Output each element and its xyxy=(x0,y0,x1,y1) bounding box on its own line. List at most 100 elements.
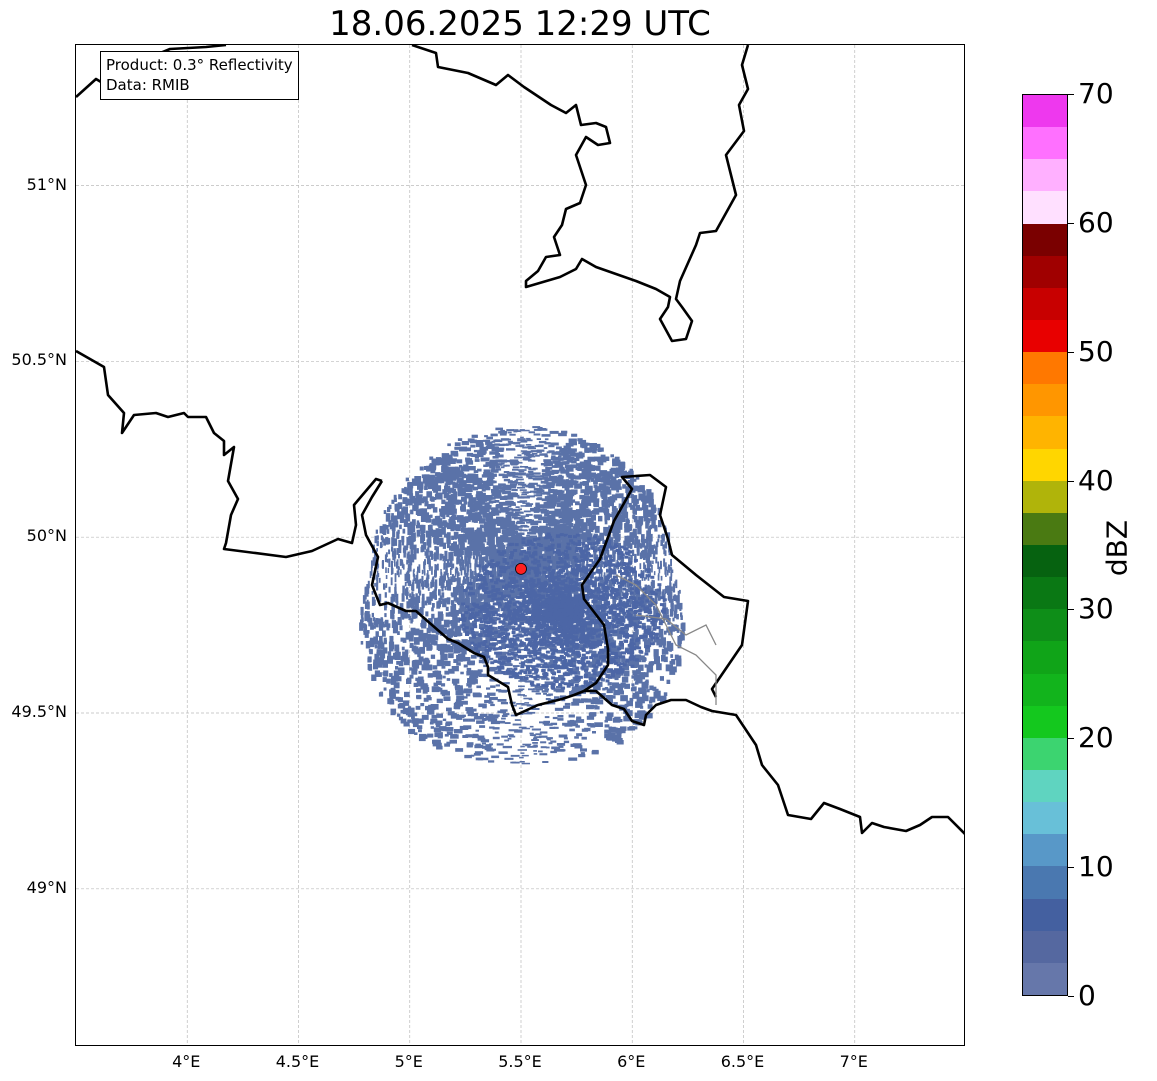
echo-cell xyxy=(521,536,529,539)
echo-cell xyxy=(397,667,405,675)
echo-cell xyxy=(483,469,491,473)
echo-cell xyxy=(598,506,604,513)
echo-cell xyxy=(445,473,450,478)
echo-cell xyxy=(476,636,482,641)
echo-cell xyxy=(650,637,654,642)
echo-cell xyxy=(622,557,625,563)
echo-cell xyxy=(544,716,550,719)
echo-cell xyxy=(662,589,665,595)
echo-cell xyxy=(472,482,477,485)
echo-cell xyxy=(401,646,405,651)
echo-cell xyxy=(534,516,541,519)
echo-cell xyxy=(556,446,562,450)
echo-cell xyxy=(484,747,493,751)
radar-map[interactable] xyxy=(75,44,965,1046)
echo-cell xyxy=(644,672,649,678)
echo-cell xyxy=(461,442,466,445)
echo-cell xyxy=(484,531,490,537)
echo-cell xyxy=(675,595,678,603)
echo-cell xyxy=(396,548,399,555)
echo-cell xyxy=(367,611,370,617)
echo-cell xyxy=(485,555,489,561)
echo-cell xyxy=(376,548,378,552)
echo-cell xyxy=(660,695,667,703)
echo-cell xyxy=(514,456,523,459)
echo-cell xyxy=(452,484,458,489)
echo-cell xyxy=(548,662,554,665)
echo-cell xyxy=(566,527,571,532)
echo-cell xyxy=(454,546,459,554)
echo-cell xyxy=(503,508,510,512)
echo-cell xyxy=(481,561,485,570)
echo-cell xyxy=(619,566,622,573)
echo-cell xyxy=(380,651,386,659)
echo-cell xyxy=(500,630,508,634)
echo-cell xyxy=(387,655,393,664)
echo-cell xyxy=(540,480,549,484)
echo-cell xyxy=(542,530,547,534)
echo-cell xyxy=(631,549,635,556)
echo-cell xyxy=(637,539,641,548)
echo-cell xyxy=(548,693,553,696)
echo-cell xyxy=(359,622,363,631)
echo-cell xyxy=(598,515,603,522)
echo-cell xyxy=(456,459,463,464)
echo-cell xyxy=(420,683,428,690)
echo-cell xyxy=(477,453,484,458)
echo-cell xyxy=(595,682,603,687)
echo-cell xyxy=(398,572,400,578)
echo-cell xyxy=(582,508,590,516)
echo-cell xyxy=(510,702,515,704)
echo-cell xyxy=(663,602,667,611)
echo-cell xyxy=(446,741,451,745)
echo-cell xyxy=(402,528,406,534)
echo-cell xyxy=(433,538,436,543)
echo-cell xyxy=(563,737,568,740)
echo-cell xyxy=(532,684,539,687)
echo-cell xyxy=(412,519,416,526)
echo-cell xyxy=(457,729,461,732)
echo-cell xyxy=(491,497,496,500)
echo-cell xyxy=(374,644,378,649)
echo-cell xyxy=(648,661,652,665)
echo-cell xyxy=(390,610,394,619)
echo-cell xyxy=(467,557,471,565)
echo-cell xyxy=(497,710,506,714)
echo-cell xyxy=(546,746,550,749)
echo-cell xyxy=(617,552,620,561)
echo-cell xyxy=(611,494,618,501)
echo-cell xyxy=(569,720,576,724)
echo-cell xyxy=(520,644,527,646)
echo-cell xyxy=(662,614,666,621)
echo-cell xyxy=(427,643,432,648)
echo-cell xyxy=(563,445,571,449)
echo-cell xyxy=(453,682,458,686)
echo-cell xyxy=(498,430,508,434)
echo-cell xyxy=(390,515,395,521)
echo-cell xyxy=(514,511,524,514)
echo-cell xyxy=(507,513,516,517)
echo-cell xyxy=(493,632,503,637)
echo-cell xyxy=(488,551,493,558)
echo-cell xyxy=(460,567,463,576)
echo-cell xyxy=(559,479,566,483)
echo-cell xyxy=(463,725,472,730)
echo-cell xyxy=(495,454,504,458)
echo-cell xyxy=(530,490,537,493)
echo-cell xyxy=(513,517,523,520)
echo-cell xyxy=(653,544,656,549)
echo-cell xyxy=(664,541,668,549)
echo-cell xyxy=(412,579,415,585)
echo-cell xyxy=(632,688,636,692)
echo-cell xyxy=(409,674,414,679)
echo-cell xyxy=(441,693,445,697)
echo-cell xyxy=(519,489,527,491)
echo-cell xyxy=(630,555,633,562)
echo-cell xyxy=(664,630,667,635)
echo-cell xyxy=(459,558,462,566)
echo-cell xyxy=(408,574,411,582)
echo-cell xyxy=(458,485,462,489)
echo-cell xyxy=(525,474,530,476)
echo-cell xyxy=(412,712,418,717)
echo-cell xyxy=(518,688,525,691)
